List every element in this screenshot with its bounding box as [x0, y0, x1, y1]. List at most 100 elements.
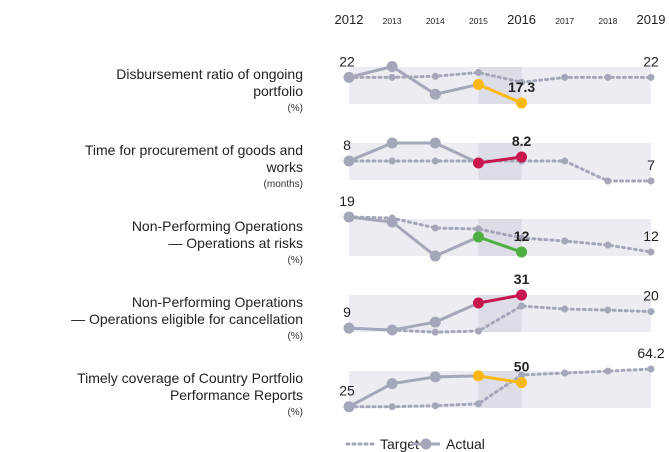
- year-label: 2013: [383, 16, 402, 26]
- target-point: [561, 237, 569, 245]
- value-label: 22: [339, 53, 355, 69]
- row-unit: (%): [287, 255, 303, 266]
- actual-line: [348, 215, 480, 258]
- value-label: 50: [514, 359, 530, 375]
- value-label: 19: [339, 193, 355, 209]
- year-label: 2017: [555, 16, 574, 26]
- year-label: 2012: [335, 12, 364, 27]
- actual-point: [386, 324, 398, 336]
- value-label: 8: [343, 137, 351, 153]
- target-point: [604, 73, 612, 81]
- actual-point: [386, 61, 398, 73]
- actual-line: [348, 65, 479, 96]
- value-label: 20: [643, 288, 659, 304]
- target-point: [431, 224, 439, 232]
- value-label: 7: [647, 157, 655, 173]
- target-point: [518, 234, 526, 242]
- row-title: Non-Performing Operations — Operations e…: [71, 294, 303, 327]
- target-point: [388, 403, 396, 411]
- actual-point: [429, 137, 441, 149]
- row-title: Disbursement ratio of ongoing portfolio: [116, 66, 303, 99]
- target-point: [561, 73, 569, 81]
- row-title: Timely coverage of Country Portfolio Per…: [77, 370, 303, 403]
- target-point: [474, 225, 482, 233]
- actual-point: [429, 316, 441, 328]
- actual-point: [516, 151, 528, 163]
- target-point: [518, 302, 526, 310]
- target-point: [604, 241, 612, 249]
- value-label: 9: [343, 304, 351, 320]
- band-highlight: [478, 67, 522, 104]
- actual-point: [386, 137, 398, 149]
- target-point: [561, 305, 569, 313]
- value-label: 64.2: [637, 345, 664, 361]
- row-title: Non-Performing Operations — Operations a…: [131, 218, 303, 251]
- year-label: 2014: [426, 16, 445, 26]
- target-point: [561, 157, 569, 165]
- actual-point: [472, 157, 484, 169]
- row-title: Time for procurement of goods and works: [84, 142, 303, 175]
- actual-line-highlight: [478, 155, 522, 165]
- target-point: [474, 400, 482, 408]
- actual-line-highlight: [477, 83, 523, 105]
- target-point: [647, 73, 655, 81]
- actual-point: [516, 97, 528, 109]
- actual-point: [343, 211, 355, 223]
- value-label: 31: [514, 271, 530, 287]
- target-point: [518, 78, 526, 86]
- actual-point: [472, 231, 484, 243]
- actual-line-highlight: [478, 293, 522, 305]
- legend-label: Actual: [446, 436, 485, 452]
- actual-point: [516, 246, 528, 258]
- actual-point: [386, 216, 398, 228]
- target-point: [388, 73, 396, 81]
- value-label: 25: [339, 383, 355, 399]
- year-label: 2019: [637, 12, 666, 27]
- target-point: [518, 371, 526, 379]
- actual-point: [472, 78, 484, 90]
- target-point: [431, 328, 439, 336]
- actual-point: [429, 371, 441, 383]
- actual-line-highlight: [478, 374, 522, 385]
- legend-label: Target: [380, 436, 419, 452]
- target-point: [647, 248, 655, 256]
- target-line: [347, 215, 653, 254]
- target-line: [347, 70, 653, 84]
- actual-line: [348, 301, 480, 332]
- actual-point: [343, 155, 355, 167]
- value-label: 12: [643, 228, 659, 244]
- target-point: [431, 72, 439, 80]
- actual-point: [386, 378, 398, 390]
- value-label: 17.3: [508, 79, 535, 95]
- year-label: 2018: [598, 16, 617, 26]
- target-point: [604, 306, 612, 314]
- target-line: [347, 367, 653, 409]
- value-label: 8.2: [512, 133, 532, 149]
- target-point: [604, 367, 612, 375]
- actual-point: [343, 71, 355, 83]
- target-point: [431, 402, 439, 410]
- target-point: [561, 369, 569, 377]
- target-point: [647, 365, 655, 373]
- value-label: 22: [643, 53, 659, 69]
- actual-point: [429, 88, 441, 100]
- legend-actual-dot: [420, 438, 432, 450]
- target-point: [647, 177, 655, 185]
- actual-point: [516, 289, 528, 301]
- row-unit: (%): [287, 407, 303, 418]
- row-unit: (%): [287, 103, 303, 114]
- row-unit: (%): [287, 331, 303, 342]
- target-point: [647, 308, 655, 316]
- actual-point: [516, 377, 528, 389]
- actual-point: [429, 250, 441, 262]
- actual-line: [348, 141, 480, 165]
- actual-line-highlight: [477, 235, 523, 254]
- year-label: 2015: [469, 16, 488, 26]
- actual-line: [348, 374, 479, 409]
- target-point: [474, 69, 482, 76]
- target-point: [388, 157, 396, 165]
- row-unit: (months): [263, 179, 303, 190]
- actual-point: [472, 297, 484, 309]
